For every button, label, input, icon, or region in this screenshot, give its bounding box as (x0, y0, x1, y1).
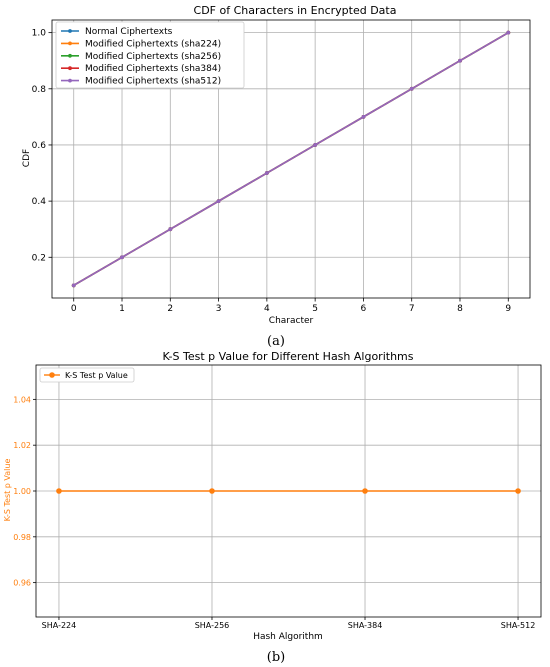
chart-b-legend-marker (49, 372, 55, 378)
chart-b-x-axis-label: Hash Algorithm (253, 632, 323, 642)
chart-a-x-tick-label: 4 (264, 304, 270, 314)
chart-a-legend-label: Modified Ciphertexts (sha384) (85, 64, 221, 74)
chart-a-x-ticks: 0 1 2 3 4 5 6 7 8 9 (71, 298, 511, 314)
chart-a-legend-marker (68, 53, 72, 58)
chart-b: K-S Test p Value for Different Hash Algo… (3, 350, 542, 665)
chart-a-y-ticks: 0.2 0.4 0.6 0.8 1.0 (32, 29, 52, 263)
chart-a: CDF of Characters in Encrypted Data 0 1 2 3… (22, 4, 531, 349)
chart-a-data-point-4 (409, 86, 414, 91)
chart-b-data-point (56, 488, 62, 494)
chart-a-x-tick-label: 2 (167, 304, 173, 314)
chart-b-x-tick-label: SHA-512 (501, 621, 536, 630)
chart-a-legend-label: Modified Ciphertexts (sha224) (85, 39, 221, 49)
chart-a-y-tick-label: 1.0 (32, 29, 47, 39)
chart-a-data-point-4 (216, 199, 221, 204)
chart-a-x-tick-label: 8 (457, 304, 463, 314)
chart-a-y-tick-label: 0.2 (32, 253, 46, 263)
chart-a-legend-label: Modified Ciphertexts (sha256) (85, 52, 221, 62)
chart-a-x-tick-label: 0 (71, 304, 77, 314)
chart-b-y-ticks: 0.96 0.98 1.00 1.02 1.04 (13, 395, 36, 588)
chart-a-x-tick-label: 7 (409, 304, 415, 314)
chart-b-title: K-S Test p Value for Different Hash Algo… (163, 350, 414, 363)
chart-b-y-tick-label: 1.00 (13, 487, 31, 496)
chart-b-y-tick-label: 1.04 (13, 395, 31, 404)
chart-a-legend: Normal Ciphertexts Modified Ciphertexts (… (55, 21, 245, 89)
chart-a-y-tick-label: 0.4 (32, 197, 47, 207)
chart-a-data-point-4 (458, 58, 462, 63)
chart-a-data-point-4 (313, 143, 318, 147)
chart-a-series (71, 30, 511, 288)
chart-a-y-tick-label: 0.6 (32, 141, 47, 151)
chart-a-data-point-4 (71, 283, 76, 288)
chart-b-data-point (209, 488, 215, 494)
chart-a-legend-marker (68, 78, 72, 83)
chart-a-x-tick-label: 9 (505, 304, 511, 314)
chart-a-title: CDF of Characters in Encrypted Data (194, 4, 397, 17)
chart-b-legend: K-S Test p Value (39, 367, 135, 383)
chart-a-x-tick-label: 5 (312, 304, 318, 314)
chart-b-caption: (b) (267, 650, 285, 665)
chart-a-y-tick-label: 0.8 (32, 85, 47, 95)
chart-b-legend-label: K-S Test p Value (65, 371, 128, 380)
chart-a-data-point-4 (506, 30, 511, 35)
chart-a-legend-box (55, 21, 245, 89)
chart-b-y-axis-label: K-S Test p Value (3, 459, 12, 522)
chart-b-y-tick-label: 0.98 (13, 533, 31, 542)
chart-a-series-line-4 (73, 31, 509, 287)
chart-b-x-tick-label: SHA-224 (42, 621, 77, 630)
chart-b-y-tick-label: 1.02 (13, 441, 31, 450)
chart-b-x-tick-label: SHA-384 (348, 621, 383, 630)
chart-a-x-axis-label: Character (269, 316, 314, 326)
chart-a-caption: (a) (267, 334, 285, 349)
chart-b-x-tick-label: SHA-256 (195, 621, 230, 630)
chart-a-data-point-4 (264, 171, 269, 175)
chart-b-y-tick-label: 0.96 (13, 579, 31, 588)
chart-a-legend-marker (68, 41, 72, 46)
chart-a-data-point-4 (120, 255, 124, 260)
chart-a-data-point-4 (361, 114, 366, 119)
chart-a-legend-label: Normal Ciphertexts (85, 27, 173, 37)
chart-a-x-tick-label: 1 (119, 304, 125, 314)
chart-a-legend-label: Modified Ciphertexts (sha512) (85, 77, 221, 87)
chart-a-legend-marker (68, 66, 72, 71)
chart-a-y-axis-label: CDF (22, 149, 32, 167)
chart-b-legend-box (39, 367, 135, 383)
chart-a-legend-marker (68, 29, 72, 33)
chart-b-x-ticks: SHA-224 SHA-256 SHA-384 SHA-512 (42, 617, 536, 630)
chart-b-series (56, 488, 521, 494)
chart-a-x-tick-label: 6 (361, 304, 367, 314)
chart-b-data-point (515, 488, 521, 494)
chart-a-grid (52, 20, 530, 298)
chart-a-data-point-4 (168, 227, 173, 232)
chart-b-data-point (362, 488, 368, 494)
chart-a-x-tick-label: 3 (216, 304, 222, 314)
chart-a-frame (51, 19, 531, 299)
